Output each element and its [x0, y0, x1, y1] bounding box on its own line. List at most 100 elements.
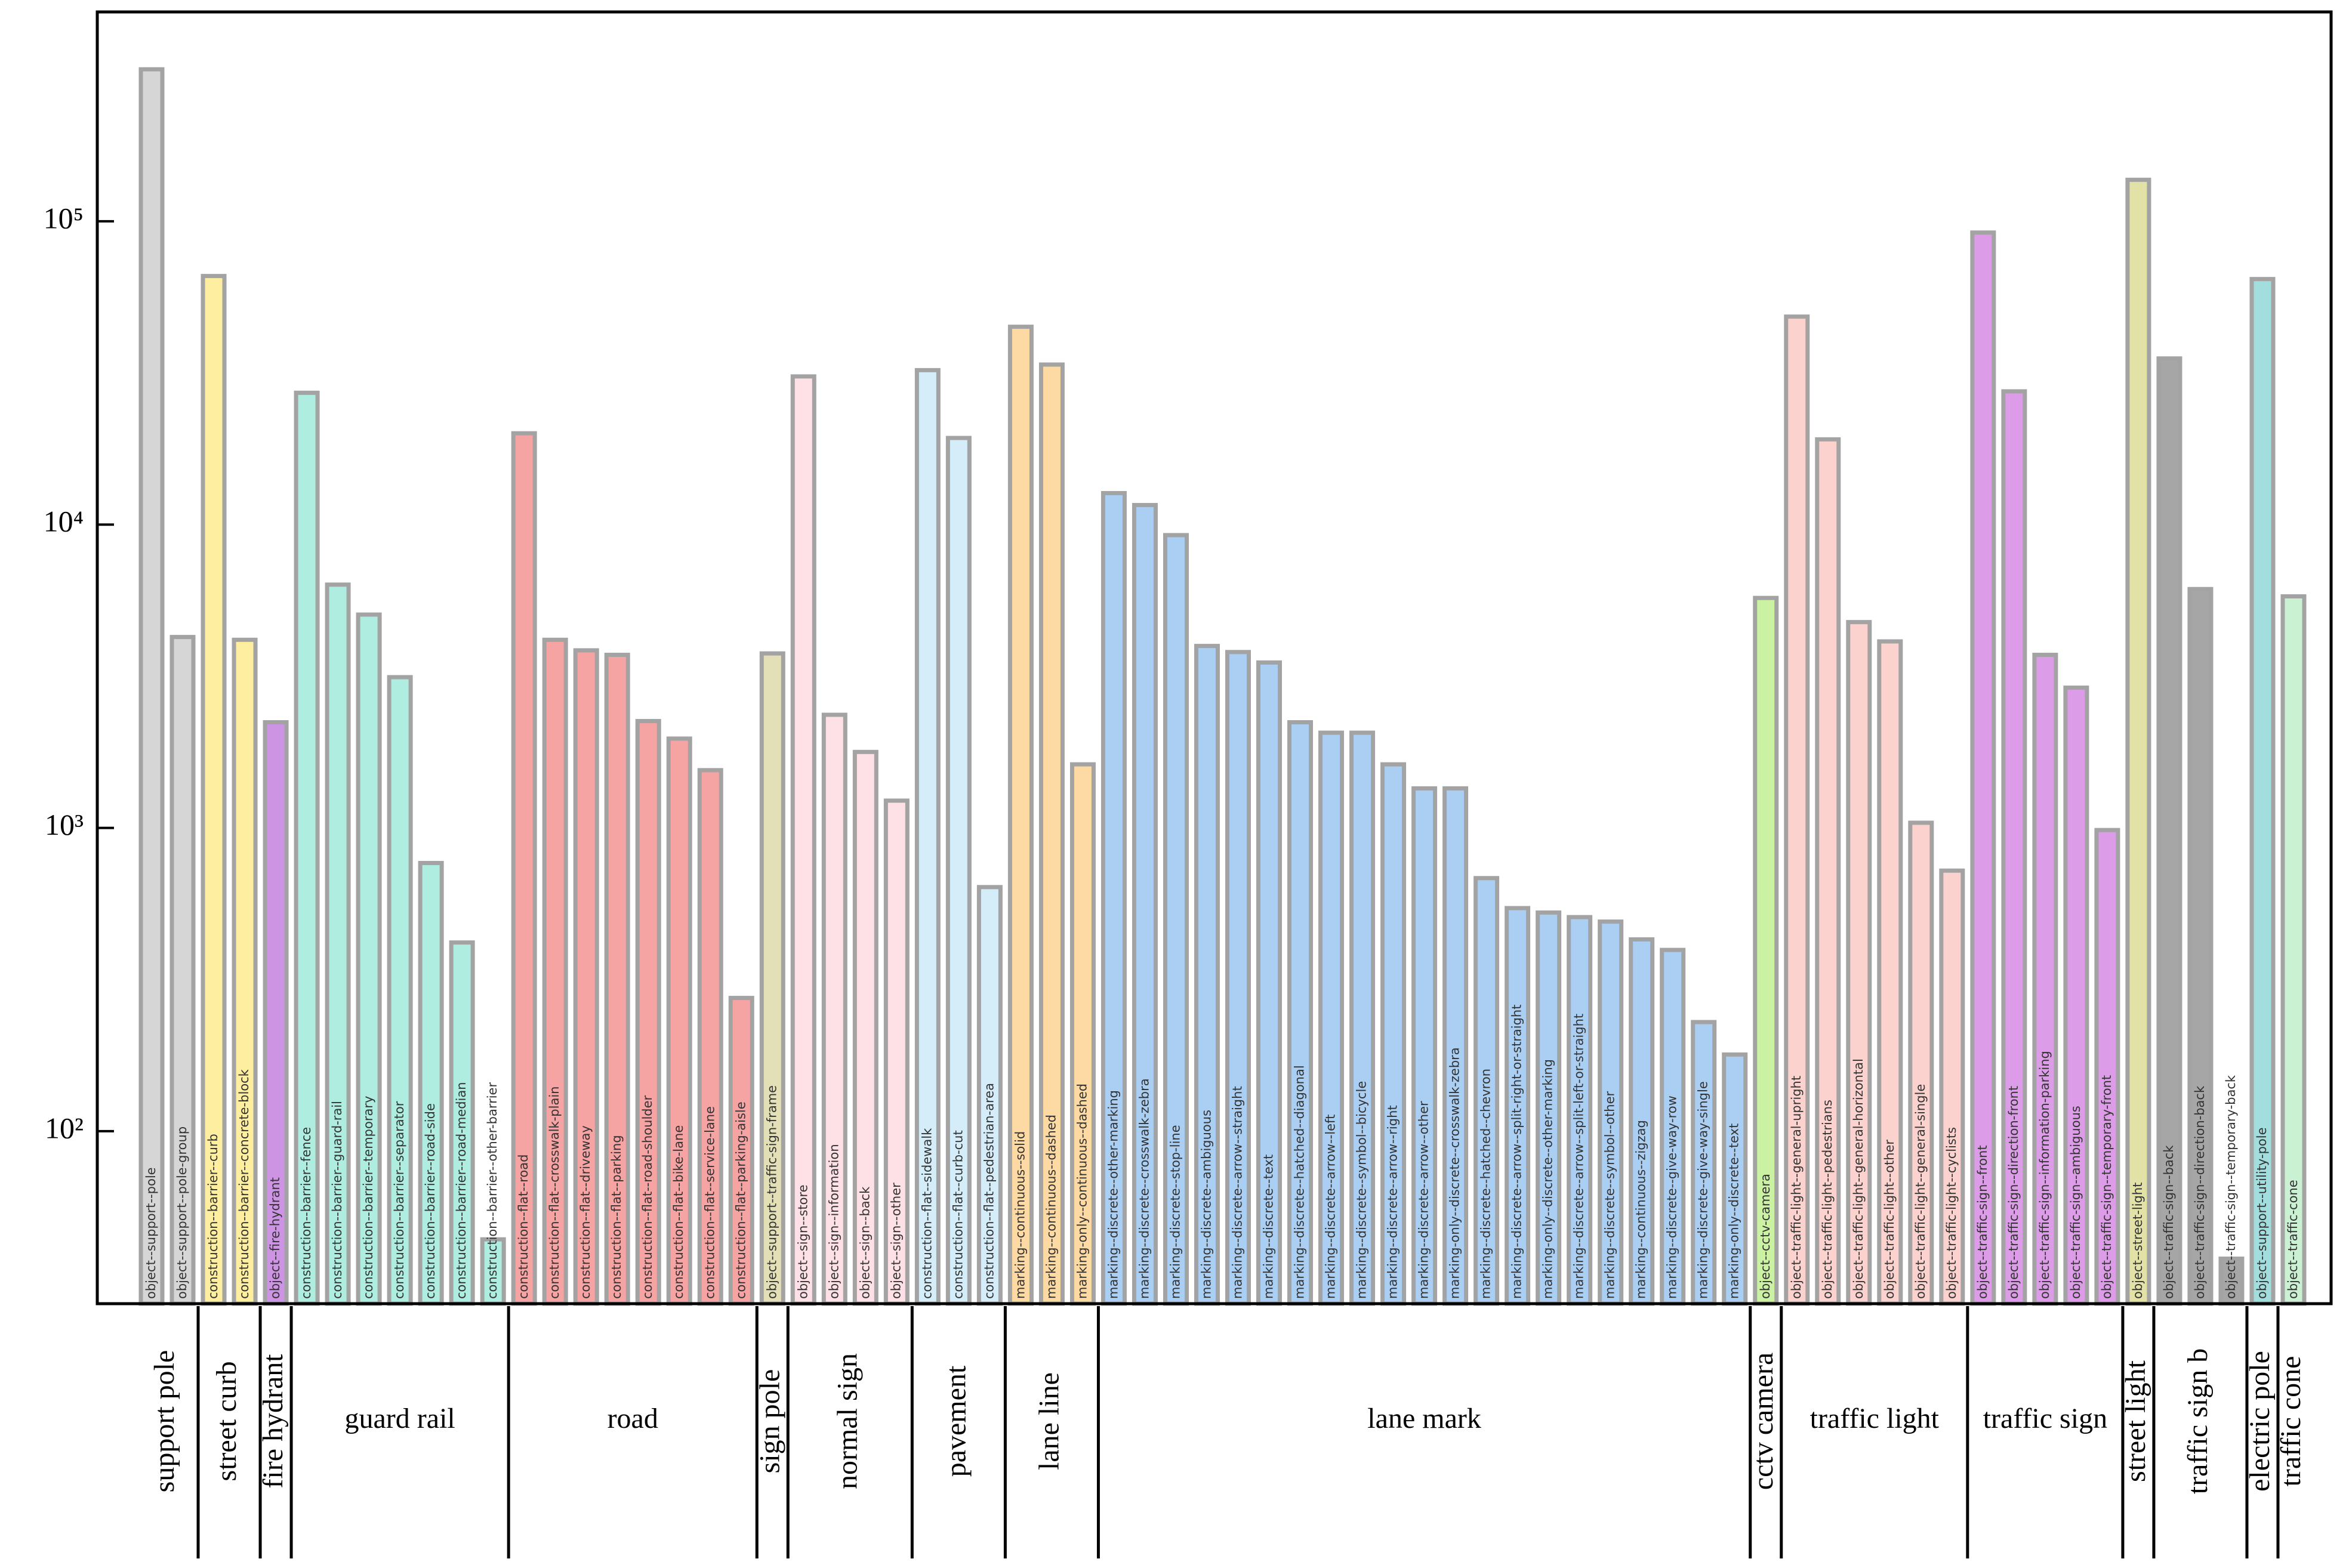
bar-label: marking--discrete--hatched--diagonal — [1293, 1065, 1307, 1299]
bar-label: marking--discrete--symbol--bicycle — [1355, 1081, 1369, 1299]
bar-label: construction--barrier--concrete-block — [237, 1069, 251, 1299]
bar — [1784, 314, 1810, 1306]
bar-label: marking--discrete--give-way-single — [1696, 1081, 1710, 1299]
bar — [2125, 177, 2151, 1306]
group-label: road — [608, 1403, 658, 1434]
bar — [728, 996, 754, 1306]
bar — [2249, 277, 2276, 1306]
bar — [1970, 230, 1996, 1306]
bar-label: construction--barrier--separator — [392, 1101, 406, 1299]
group-label: lane mark — [1367, 1403, 1481, 1434]
group-label: fire hydrant — [257, 1354, 289, 1489]
group-label: guard rail — [344, 1403, 455, 1434]
group-label: traffic sign — [1983, 1403, 2107, 1434]
bar-label: construction--barrier--other-barrier — [485, 1082, 500, 1299]
bar-label: marking--discrete--give-way-row — [1665, 1095, 1679, 1299]
bar — [1100, 490, 1127, 1306]
group-label: pavement — [940, 1365, 972, 1477]
bar-label: marking--discrete--arrow--other — [1417, 1101, 1431, 1299]
group-label: traffic cone — [2275, 1356, 2307, 1487]
bar — [1505, 906, 1531, 1306]
bar-label: object--sign--back — [858, 1186, 872, 1299]
bar-label: construction--barrier--road-side — [423, 1103, 437, 1299]
bar — [914, 368, 941, 1306]
bar-label: object--traffic-light--other — [1882, 1140, 1897, 1299]
bar — [604, 653, 630, 1306]
y-tick-label: 10⁴ — [44, 505, 84, 538]
bar — [2280, 594, 2307, 1306]
group-label: traffic sign b — [2182, 1348, 2214, 1494]
bar-label: construction--flat--service-lane — [702, 1106, 717, 1299]
bar — [2032, 653, 2058, 1306]
group-label: traffic light — [1810, 1403, 1940, 1434]
bar-label: marking--discrete--other-marking — [1106, 1090, 1120, 1299]
group-label: normal sign — [831, 1353, 863, 1489]
bar — [821, 712, 847, 1306]
bar-label: construction--barrier--curb — [206, 1134, 220, 1299]
bar-label: marking--discrete--arrow--straight — [1231, 1086, 1245, 1299]
bar-label: construction--flat--sidewalk — [920, 1128, 934, 1299]
group-label: street light — [2120, 1360, 2151, 1482]
bar-label: marking--discrete--arrow--right — [1386, 1105, 1400, 1299]
group-label: lane line — [1033, 1372, 1065, 1470]
bar-label: object--traffic-sign--front — [1975, 1145, 1990, 1299]
bar-label: object--traffic-sign--direction-front — [2006, 1086, 2021, 1299]
bar-label: construction--flat--driveway — [578, 1125, 593, 1299]
bar-label: marking--continuous--dashed — [1044, 1115, 1058, 1299]
y-tick-label: 10⁵ — [44, 201, 84, 234]
bar — [1007, 325, 1034, 1306]
bar — [325, 582, 351, 1306]
bar-label: marking-only--discrete--text — [1727, 1123, 1741, 1299]
bar-label: object--sign--other — [889, 1183, 903, 1299]
bar — [790, 374, 816, 1306]
bar-label: marking--discrete--ambiguous — [1199, 1110, 1213, 1299]
bar-label: marking-only--continuous--dashed — [1075, 1084, 1089, 1299]
bar — [449, 940, 475, 1306]
bar — [852, 749, 878, 1306]
group-label: street curb — [211, 1361, 242, 1481]
bar-label: object--support--traffic-sign-frame — [764, 1085, 779, 1299]
bar-label: marking-only--discrete--crosswalk-zebra — [1448, 1047, 1462, 1299]
group-label: support pole — [149, 1350, 180, 1493]
bar — [1908, 820, 1934, 1306]
bar-label: object--traffic-light--general-upright — [1789, 1076, 1804, 1299]
bar-label: marking--discrete--arrow--split-left-or-… — [1572, 1014, 1586, 1299]
bar-label: construction--flat--curb-cut — [951, 1130, 965, 1299]
bar-label: marking-only--discrete--other-marking — [1541, 1059, 1555, 1299]
bar-label: construction--barrier--temporary — [361, 1096, 375, 1299]
bar-label: marking--discrete--hatched--chevron — [1479, 1069, 1493, 1299]
group-label: electric pole — [2244, 1351, 2276, 1492]
bar — [1567, 915, 1593, 1306]
bar-label: construction--flat--road — [516, 1155, 531, 1299]
bar-label: construction--flat--bike-lane — [671, 1125, 686, 1299]
bar-label: object--traffic-cone — [2286, 1180, 2300, 1299]
bar — [1038, 362, 1065, 1306]
bar-label: object--traffic-light--cyclists — [1944, 1127, 1959, 1299]
bar-label: object--traffic-sign--direction-back — [2193, 1085, 2207, 1299]
bar-label: construction--barrier--road-median — [454, 1082, 468, 1299]
bar-label: object--sign--store — [796, 1184, 810, 1299]
bar-label: construction--barrier--fence — [299, 1127, 313, 1299]
bar-label: marking--discrete--stop-line — [1168, 1125, 1182, 1299]
bar-label: construction--flat--parking-aisle — [733, 1101, 748, 1299]
bar-label: object--traffic-light--general-single — [1913, 1084, 1928, 1299]
bar-label: object--traffic-sign--temporary-back — [2224, 1075, 2238, 1299]
bar-label: object--traffic-light--general-horizonta… — [1851, 1058, 1866, 1299]
bar — [2094, 828, 2120, 1306]
bar — [666, 736, 692, 1306]
bar — [1846, 620, 1872, 1306]
bar-label: marking--discrete--arrow--split-right-or… — [1510, 1005, 1524, 1299]
y-tick-label: 10³ — [45, 808, 84, 841]
bar — [1753, 595, 1779, 1306]
group-label: cctv camera — [1747, 1353, 1779, 1490]
bar — [169, 635, 196, 1306]
bar-label: object--support--pole-group — [175, 1126, 189, 1299]
bar — [1939, 868, 1965, 1306]
bar — [1629, 937, 1655, 1306]
bar-label: object--support--pole — [144, 1167, 158, 1299]
group-label: sign pole — [754, 1369, 785, 1474]
bar — [232, 637, 258, 1306]
bar-label: object--support--utility-pole — [2255, 1128, 2269, 1300]
bar-label: object--traffic-light--pedestrians — [1820, 1100, 1835, 1299]
